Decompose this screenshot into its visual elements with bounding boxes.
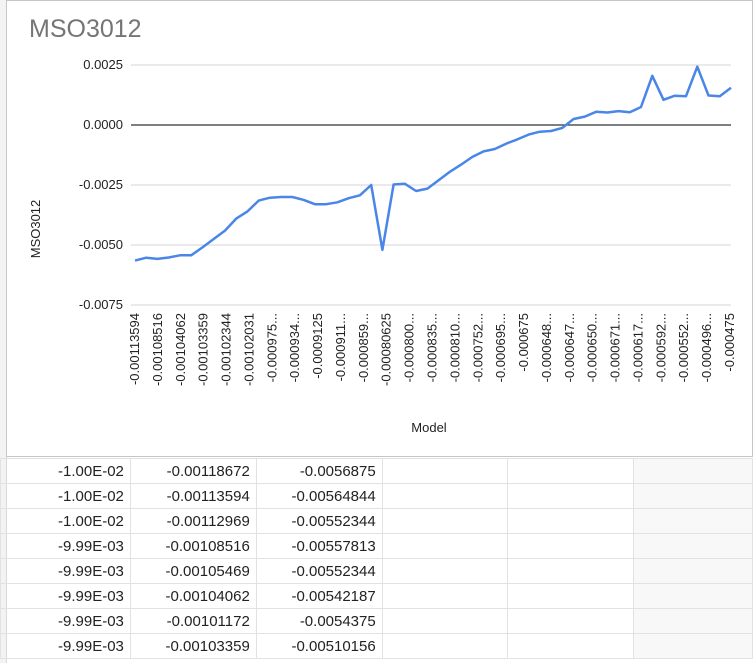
table-cell[interactable]: -0.00564844 [255,483,383,509]
table-cell[interactable] [507,608,635,634]
table-cell[interactable] [633,483,753,509]
x-tick-label: -0.000675 [516,313,531,372]
line-chart: MSO3012 0.0025 0.0000 -0.0025 -0.0050 -0.007… [28,15,737,435]
x-tick-label: -0.00104062 [173,313,188,386]
x-tick-label: -0.00108516 [150,313,165,386]
x-tick-label: -0.000650... [585,313,600,382]
x-axis-ticks: -0.00113594 -0.00108516 -0.00104062 -0.0010… [127,313,737,386]
x-tick-label: -0.00102031 [241,313,256,386]
table-cell[interactable] [633,458,753,484]
table-row: -9.99E-03 -0.00103359 -0.00510156 [0,633,753,659]
table-cell[interactable]: -0.00557813 [255,533,383,559]
table-cell[interactable]: -0.00510156 [255,633,383,659]
table-row: -9.99E-03 -0.00105469 -0.00552344 [0,558,753,584]
table-cell[interactable] [633,633,753,659]
table-cell[interactable] [633,533,753,559]
table-cell[interactable] [381,533,509,559]
table-cell[interactable] [633,608,753,634]
x-tick-label: -0.000695... [493,313,508,382]
y-axis-ticks: 0.0025 0.0000 -0.0025 -0.0050 -0.0075 [79,57,123,312]
embedded-chart[interactable]: MSO3012 0.0025 0.0000 -0.0025 -0.0050 -0.007… [6,0,753,457]
x-tick-label: -0.000911... [333,313,348,381]
cell-table[interactable]: -1.00E-02 -0.00118672 -0.0056875 -1.00E-02-… [0,458,753,659]
x-tick-label: -0.000647... [562,313,577,382]
table-cell[interactable]: -9.99E-03 [5,533,131,559]
table-cell[interactable]: -1.00E-02 [5,458,131,484]
table-cell[interactable] [507,583,635,609]
x-tick-label: -0.000496... [699,313,714,382]
table-cell[interactable]: -9.99E-03 [5,558,131,584]
table-cell[interactable]: -1.00E-02 [5,508,131,534]
table-row: -9.99E-03 -0.00101172 -0.0054375 [0,608,753,634]
table-cell[interactable]: -0.00101172 [129,608,257,634]
spreadsheet-grid[interactable]: -1.00E-02 -0.00118672 -0.0056875 -1.00E-02-… [0,458,753,663]
x-tick-label: -0.000800... [402,313,417,382]
x-tick-label: -0.000810... [447,313,462,382]
table-cell[interactable]: -0.00542187 [255,583,383,609]
x-tick-label: -0.000934... [287,313,302,382]
table-row: -9.99E-03 -0.00104062 -0.00542187 [0,583,753,609]
table-cell[interactable]: -0.0056875 [255,458,383,484]
x-tick-label: -0.000671... [608,313,623,382]
table-cell[interactable]: -0.00552344 [255,508,383,534]
table-cell[interactable] [381,508,509,534]
series-layer [134,65,732,262]
y-axis-title: MSO3012 [28,200,43,259]
y-tick-label: 0.0000 [83,117,123,132]
table-cell[interactable] [507,633,635,659]
x-tick-label: -0.000648... [539,313,554,382]
table-cell[interactable] [507,458,635,484]
x-tick-label: -0.00113594 [127,313,142,385]
table-cell[interactable]: -9.99E-03 [5,583,131,609]
series-line[interactable] [134,65,732,262]
table-cell[interactable]: -0.00108516 [129,533,257,559]
table-cell[interactable] [381,633,509,659]
table-cell[interactable] [381,483,509,509]
x-tick-label: -0.000859... [356,313,371,382]
table-row: -1.00E-02 -0.00118672 -0.0056875 [0,458,753,484]
table-cell[interactable]: -0.00105469 [129,558,257,584]
x-tick-label: -0.00080625 [379,313,394,386]
table-cell[interactable] [381,558,509,584]
x-tick-label: -0.000835... [425,313,440,382]
x-tick-label: -0.000592... [653,313,668,382]
table-cell[interactable]: -1.00E-02 [5,483,131,509]
table-cell[interactable] [633,558,753,584]
table-cell[interactable] [381,458,509,484]
table-cell[interactable]: -0.00118672 [129,458,257,484]
table-cell[interactable]: -9.99E-03 [5,633,131,659]
y-tick-label: -0.0050 [79,237,123,252]
x-tick-label: -0.000552... [676,313,691,382]
table-cell[interactable]: -9.99E-03 [5,608,131,634]
table-cell[interactable] [507,508,635,534]
x-tick-label: -0.00102344 [219,313,234,386]
y-tick-label: 0.0025 [83,57,123,72]
table-cell[interactable]: -0.00112969 [129,508,257,534]
table-cell[interactable]: -0.00113594 [129,483,257,509]
table-cell[interactable]: -0.00103359 [129,633,257,659]
chart-title: MSO3012 [29,15,142,43]
table-cell[interactable] [507,558,635,584]
x-tick-label: -0.00103359 [196,313,211,386]
x-tick-label: -0.0009125 [310,313,325,379]
x-tick-label: -0.000752... [470,313,485,382]
table-cell[interactable] [507,483,635,509]
y-tick-label: -0.0075 [79,297,123,312]
table-row: -1.00E-02 -0.00113594 -0.00564844 [0,483,753,509]
table-cell[interactable] [381,608,509,634]
table-row: -9.99E-03 -0.00108516 -0.00557813 [0,533,753,559]
table-row: -1.00E-02 -0.00112969 -0.00552344 [0,508,753,534]
table-cell[interactable]: -0.00552344 [255,558,383,584]
table-cell[interactable]: -0.00104062 [129,583,257,609]
x-tick-label: -0.000975... [264,313,279,382]
x-axis-title: Model [411,420,447,435]
table-cell[interactable] [633,508,753,534]
table-cell[interactable] [381,583,509,609]
x-tick-label: -0.000475 [722,313,737,372]
table-cell[interactable] [507,533,635,559]
y-tick-label: -0.0025 [79,177,123,192]
x-tick-label: -0.000617... [631,313,646,382]
table-cell[interactable]: -0.0054375 [255,608,383,634]
table-cell[interactable] [633,583,753,609]
